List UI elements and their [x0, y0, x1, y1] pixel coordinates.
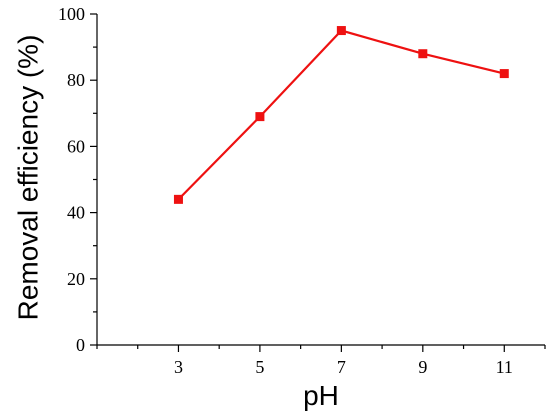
data-point [418, 49, 428, 59]
x-tick-label: 7 [337, 357, 346, 377]
y-axis-title: Removal efficiency (%) [13, 35, 44, 321]
x-tick-label: 9 [418, 357, 427, 377]
x-axis-title: pH [303, 380, 339, 411]
y-tick-label: 40 [67, 203, 85, 223]
data-point [173, 194, 183, 204]
x-tick-label: 11 [496, 357, 513, 377]
y-tick-label: 20 [67, 269, 85, 289]
series-layer [173, 26, 509, 204]
series-line [177, 29, 505, 201]
plot-area [96, 14, 545, 346]
y-tick-label: 0 [76, 335, 85, 355]
x-tick-label: 5 [255, 357, 264, 377]
x-tick-label: 3 [174, 357, 183, 377]
y-axis: 0 20 40 60 80 100 [58, 4, 97, 355]
y-tick-label: 100 [58, 4, 85, 24]
x-axis: 3 5 7 9 11 [96, 345, 546, 377]
data-point [336, 26, 346, 36]
y-tick-label: 60 [67, 136, 85, 156]
y-tick-label: 80 [67, 70, 85, 90]
data-point [255, 112, 265, 122]
data-point [499, 69, 509, 79]
